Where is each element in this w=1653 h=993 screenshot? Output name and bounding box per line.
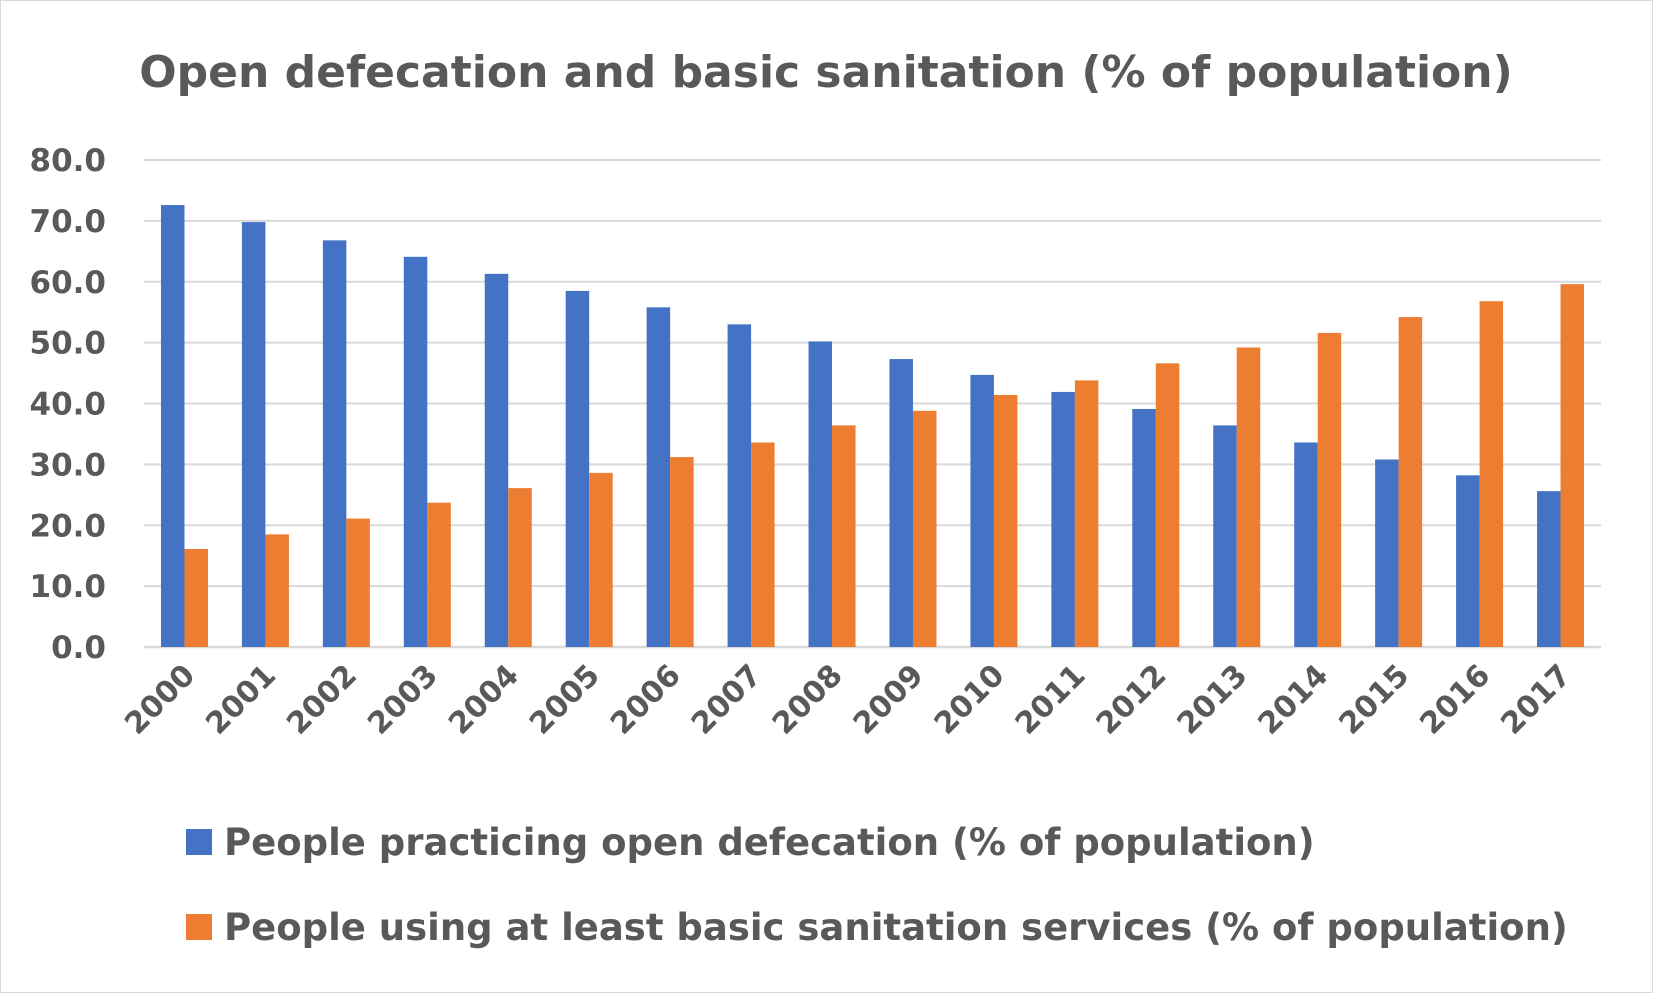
bar-open-defecation-2010 xyxy=(970,374,994,647)
x-tick-label: 2012 xyxy=(1090,658,1174,742)
bar-basic-sanitation-2006 xyxy=(670,457,694,647)
bar-open-defecation-2005 xyxy=(565,290,590,647)
x-tick-label: 2011 xyxy=(1009,658,1093,742)
legend-label: People using at least basic sanitation s… xyxy=(224,906,1568,949)
legend-swatch xyxy=(186,829,212,855)
x-tick-label: 2008 xyxy=(766,658,850,742)
y-tick-label: 70.0 xyxy=(30,204,107,240)
bar-basic-sanitation-2010 xyxy=(993,394,1018,647)
bar-open-defecation-2011 xyxy=(1051,391,1075,647)
bar-open-defecation-2012 xyxy=(1132,408,1156,647)
bar-basic-sanitation-2000 xyxy=(184,548,208,647)
bar-basic-sanitation-2007 xyxy=(751,442,775,647)
bar-basic-sanitation-2005 xyxy=(589,472,613,647)
x-tick-label: 2001 xyxy=(199,658,283,742)
y-tick-label: 10.0 xyxy=(30,569,107,605)
x-tick-label: 2007 xyxy=(685,658,769,742)
x-tick-label: 2013 xyxy=(1171,658,1255,742)
y-tick-label: 20.0 xyxy=(30,508,107,544)
bar-basic-sanitation-2011 xyxy=(1074,380,1099,647)
bar-open-defecation-2014 xyxy=(1294,442,1318,647)
x-tick-label: 2006 xyxy=(604,658,688,742)
legend-label: People practicing open defecation (% of … xyxy=(224,821,1315,864)
bar-open-defecation-2003 xyxy=(403,256,428,647)
y-tick-label: 50.0 xyxy=(30,326,107,362)
bar-basic-sanitation-2002 xyxy=(346,518,370,647)
bar-open-defecation-2017 xyxy=(1537,491,1561,647)
bar-open-defecation-2009 xyxy=(889,359,913,647)
bar-open-defecation-2016 xyxy=(1456,475,1480,647)
x-tick-label: 2015 xyxy=(1333,658,1417,742)
bar-basic-sanitation-2008 xyxy=(832,425,856,647)
x-tick-label: 2014 xyxy=(1252,658,1336,742)
x-tick-label: 2005 xyxy=(523,658,607,742)
bar-basic-sanitation-2012 xyxy=(1155,363,1180,647)
bar-open-defecation-2007 xyxy=(727,324,752,647)
x-tick-label: 2016 xyxy=(1413,658,1497,742)
y-tick-label: 80.0 xyxy=(30,143,107,179)
bar-open-defecation-2008 xyxy=(808,341,833,647)
bar-basic-sanitation-2001 xyxy=(265,534,289,647)
x-tick-label: 2003 xyxy=(361,658,445,742)
bar-basic-sanitation-2013 xyxy=(1236,347,1261,647)
x-tick-label: 2000 xyxy=(118,658,202,742)
bar-open-defecation-2013 xyxy=(1213,425,1237,647)
bar-basic-sanitation-2014 xyxy=(1317,332,1342,647)
x-tick-label: 2004 xyxy=(442,658,526,742)
bar-open-defecation-2015 xyxy=(1375,459,1399,647)
bar-basic-sanitation-2016 xyxy=(1479,301,1504,647)
bar-basic-sanitation-2003 xyxy=(427,502,451,647)
bar-open-defecation-2002 xyxy=(322,240,347,648)
x-tick-label: 2009 xyxy=(847,658,931,742)
y-tick-label: 0.0 xyxy=(51,630,106,666)
x-tick-label: 2010 xyxy=(928,658,1012,742)
chart-title: Open defecation and basic sanitation (% … xyxy=(139,47,1512,98)
x-tick-label: 2017 xyxy=(1494,658,1578,742)
y-tick-label: 60.0 xyxy=(30,265,107,301)
bar-open-defecation-2006 xyxy=(646,307,671,647)
bar-basic-sanitation-2004 xyxy=(508,488,532,647)
bar-open-defecation-2001 xyxy=(241,222,266,647)
bar-basic-sanitation-2015 xyxy=(1398,317,1423,647)
y-tick-label: 30.0 xyxy=(30,447,107,483)
y-tick-label: 40.0 xyxy=(30,387,107,423)
bar-basic-sanitation-2009 xyxy=(912,410,937,647)
bar-open-defecation-2000 xyxy=(160,205,185,648)
legend-swatch xyxy=(186,914,212,940)
bar-basic-sanitation-2017 xyxy=(1560,284,1585,647)
x-tick-label: 2002 xyxy=(280,658,364,742)
bar-open-defecation-2004 xyxy=(484,273,509,647)
